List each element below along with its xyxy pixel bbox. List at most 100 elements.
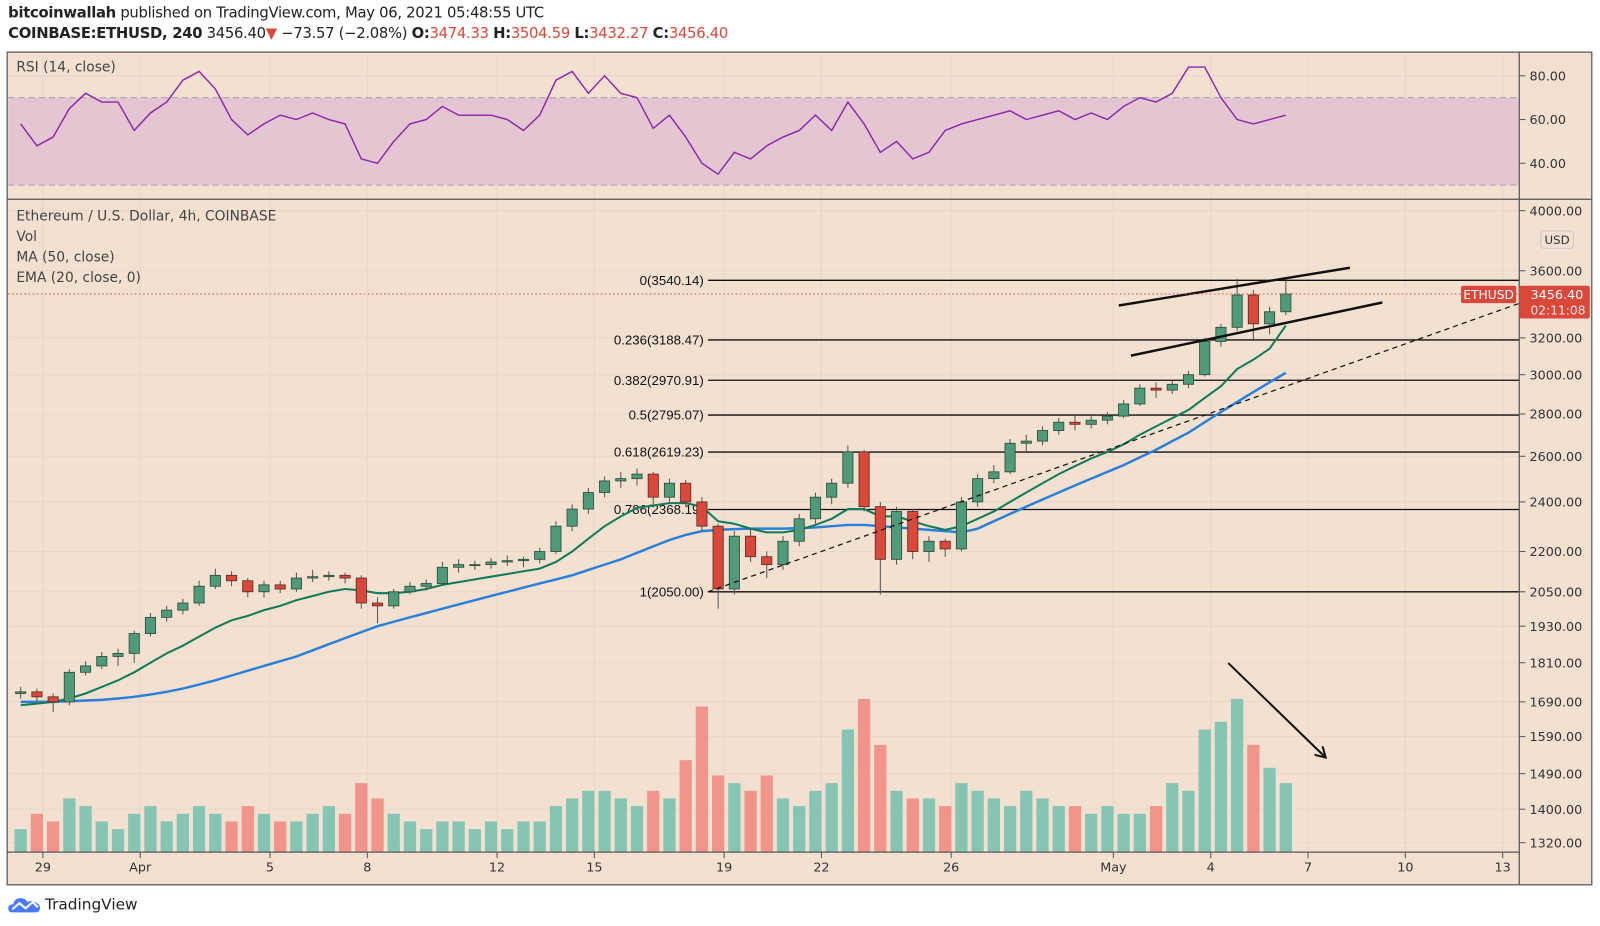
volume-bar (955, 783, 968, 853)
candle-body-down (745, 535, 757, 558)
candle-body-up (1053, 421, 1065, 431)
candle (550, 521, 562, 555)
candle-body-up (826, 482, 838, 498)
fib-level-label: 0.786(2368.19) (614, 502, 704, 517)
drawings[interactable] (8, 266, 1520, 758)
volume-bar (484, 821, 498, 853)
brand-name: TradingView (44, 895, 138, 914)
symbol-label: COINBASE:ETHUSD, 240 (8, 25, 203, 42)
currency-badge[interactable] (1540, 230, 1574, 249)
open-label: O: (411, 25, 430, 42)
axes[interactable]: 29 Apr 5 8 12 15 19 22 26 May 4 7 10 13 4000.00 3600.00… (35, 69, 1590, 876)
candle (404, 582, 416, 595)
candle (1166, 380, 1178, 395)
candle-body-down (355, 577, 367, 604)
candle-body-up (631, 473, 643, 480)
candle-body-down (680, 482, 692, 503)
candle (453, 559, 465, 573)
candle (745, 528, 757, 562)
rsi-legend[interactable]: RSI (14, close) (16, 59, 116, 76)
dashed-trendline[interactable] (707, 302, 1520, 593)
candle-body-up (891, 511, 903, 560)
volume-bar (1117, 813, 1130, 853)
channel-upper-line[interactable] (1118, 266, 1351, 307)
candle (1280, 280, 1292, 316)
ma50-line (20, 371, 1287, 704)
author-name[interactable]: bitcoinwallah (8, 5, 116, 22)
volume-bar (857, 698, 871, 853)
time-tick-label: 4 (1207, 861, 1215, 876)
volume-bar (1214, 721, 1228, 853)
publish-text: published on TradingView.com, May 06, 20… (120, 5, 544, 22)
price-tick-label: 1400.00 (1529, 803, 1582, 818)
down-arrow-drawing[interactable] (1227, 662, 1325, 757)
legend-ema[interactable]: EMA (20, close, 0) (16, 269, 141, 287)
candle (80, 661, 92, 676)
volume-bar (1149, 806, 1163, 853)
time-tick-label: 19 (716, 861, 732, 876)
candle (1182, 370, 1195, 389)
time-tick-label: 7 (1304, 861, 1312, 876)
low-label: L: (574, 25, 590, 42)
candle-body-up (842, 451, 854, 484)
time-tick-label: 5 (266, 861, 274, 876)
candle-body-up (177, 602, 189, 611)
price-tick-label: 3200.00 (1529, 331, 1582, 346)
candle (193, 580, 205, 606)
candle (501, 555, 513, 566)
candle-body-up (955, 501, 967, 550)
symbol-badge-label: ETHUSD (1463, 288, 1514, 302)
time-tick-label: May (1100, 861, 1127, 876)
volume-bar (1182, 790, 1195, 853)
candle (858, 449, 870, 512)
volume-bar (874, 744, 887, 853)
price-tick-label: 1320.00 (1529, 836, 1582, 851)
legend-ma[interactable]: MA (50, close) (16, 249, 115, 266)
candle-body-up (1199, 341, 1211, 376)
candle-body-up (663, 482, 675, 498)
candle (534, 547, 546, 564)
volume-bar (241, 806, 254, 853)
fib-retracement[interactable]: 0(3540.14) 0.236(3188.47) 0.382(2970.91) 0.… (614, 273, 1520, 599)
volume-bar (452, 821, 465, 853)
volume-bar (1085, 813, 1098, 853)
volume-bar (79, 806, 92, 853)
volume-bar (290, 821, 303, 853)
volume-bar (338, 813, 352, 853)
volume-bar (160, 821, 173, 853)
volume-bar (468, 829, 481, 853)
candle-body-up (728, 535, 740, 590)
volume-bar (501, 829, 514, 853)
bar-countdown-label: 02:11:08 (1531, 303, 1586, 317)
candle-body-down (907, 511, 919, 552)
price-tick-label: 3000.00 (1529, 368, 1582, 383)
candle-body-up (193, 585, 205, 604)
candle-body-up (923, 540, 935, 552)
candle (517, 556, 530, 568)
volume-bar (582, 790, 595, 853)
candle (323, 571, 335, 581)
volume-bar (744, 790, 757, 853)
candle (31, 688, 43, 702)
time-tick-label: 26 (943, 861, 959, 876)
candle (1150, 382, 1162, 398)
candle (972, 474, 984, 507)
price-tick-label: 1810.00 (1529, 656, 1582, 671)
volume-bar (14, 829, 27, 853)
candle-body-up (1264, 311, 1276, 325)
tradingview-logo[interactable]: TradingView (8, 895, 138, 914)
candle-body-up (307, 576, 319, 579)
volume-bar (825, 783, 838, 853)
candle (988, 465, 1000, 484)
candle (96, 651, 108, 670)
candle (615, 471, 627, 488)
candle-body-up (550, 525, 562, 552)
ema20-line (20, 324, 1287, 707)
legend-volume[interactable]: Vol (16, 228, 37, 246)
price-tick-label: 1490.00 (1529, 767, 1582, 782)
time-tick-label: 15 (586, 861, 602, 876)
volume-bar (566, 798, 579, 853)
legend-symbol[interactable]: Ethereum / U.S. Dollar, 4h, COINBASE (16, 208, 277, 225)
channel-lower-line[interactable] (1130, 301, 1383, 357)
